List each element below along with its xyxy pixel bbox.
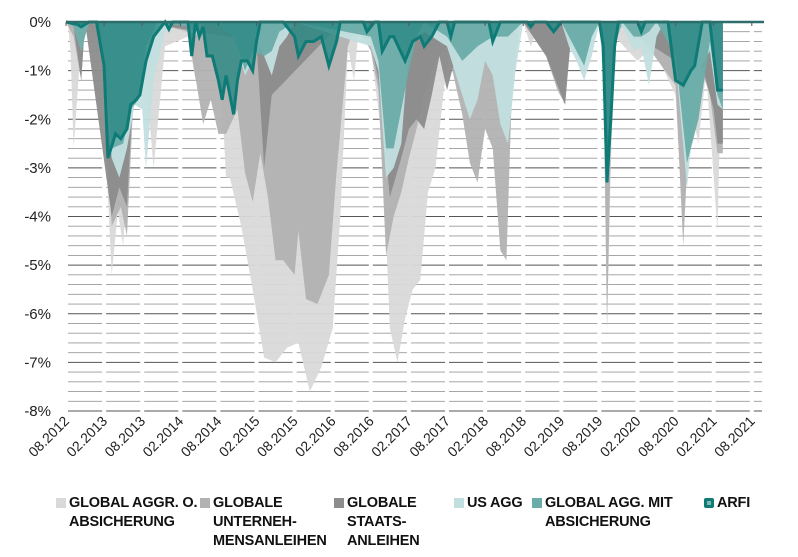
legend-label: US AGG bbox=[467, 495, 523, 511]
x-axis-label: 02.2018 bbox=[444, 413, 491, 460]
y-axis-label: -6% bbox=[24, 306, 51, 323]
legend-item-globale-staatsanleihen: GLOBALE STAATS- ANLEIHEN bbox=[334, 494, 420, 551]
legend-swatch bbox=[334, 498, 344, 508]
y-axis-label: -2% bbox=[24, 111, 51, 128]
x-axis-label: 08.2014 bbox=[177, 413, 224, 460]
x-axis-labels: 08.201202.201308.201302.201408.201402.20… bbox=[25, 413, 758, 460]
legend-label: GLOBAL AGG. MIT ABSICHERUNG bbox=[545, 495, 673, 530]
x-axis-label: 02.2014 bbox=[139, 413, 186, 460]
legend-swatch bbox=[56, 498, 66, 508]
x-axis-label: 02.2020 bbox=[597, 413, 644, 460]
legend-item-global-agg-mit-absicherung: GLOBAL AGG. MIT ABSICHERUNG bbox=[532, 494, 673, 532]
legend-label: ARFI bbox=[717, 495, 751, 511]
legend-swatch-arfi bbox=[704, 498, 714, 508]
x-axis-label: 08.2017 bbox=[406, 413, 453, 460]
legend-swatch bbox=[532, 498, 542, 508]
legend-label: GLOBAL AGGR. O. ABSICHERUNG bbox=[69, 495, 198, 530]
legend-item-arfi: ARFI bbox=[704, 494, 750, 513]
x-axis-label: 08.2015 bbox=[254, 413, 301, 460]
legend-swatch bbox=[454, 498, 464, 508]
x-axis-label: 08.2013 bbox=[101, 413, 148, 460]
legend-item-globale-unternehmensanleihen: GLOBALE UNTERNEH- MENSANLEIHEN bbox=[200, 494, 327, 551]
legend: GLOBAL AGGR. O. ABSICHERUNG GLOBALE UNTE… bbox=[0, 494, 798, 554]
x-axis-label: 08.2021 bbox=[711, 413, 758, 460]
legend-item-us-agg: US AGG bbox=[454, 494, 523, 513]
x-axis-label: 08.2018 bbox=[482, 413, 529, 460]
x-axis-label: 08.2016 bbox=[330, 413, 377, 460]
drawdown-chart: 0% -1% -2% -3% -4% -5% -6% -7% -8% 08.201202.201… bbox=[24, 14, 764, 460]
series-areas bbox=[65, 19, 723, 392]
x-axis-label: 02.2015 bbox=[216, 413, 263, 460]
y-axis-label: -3% bbox=[24, 160, 51, 177]
x-axis-label: 02.2021 bbox=[673, 413, 720, 460]
legend-item-global-aggr-o-absicherung: GLOBAL AGGR. O. ABSICHERUNG bbox=[56, 494, 198, 532]
legend-label: GLOBALE UNTERNEH- MENSANLEIHEN bbox=[213, 495, 327, 549]
zero-baseline bbox=[65, 20, 764, 26]
x-axis-label: 02.2017 bbox=[368, 413, 415, 460]
y-axis-label: -5% bbox=[24, 257, 51, 274]
legend-swatch bbox=[200, 498, 210, 508]
series-area bbox=[66, 22, 723, 173]
y-axis-label: -7% bbox=[24, 354, 51, 371]
x-axis-label: 08.2019 bbox=[558, 413, 605, 460]
y-axis-label: -1% bbox=[24, 63, 51, 80]
y-axis-label: -8% bbox=[24, 403, 51, 420]
legend-label: GLOBALE STAATS- ANLEIHEN bbox=[347, 495, 420, 549]
y-axis-label: 0% bbox=[29, 14, 51, 31]
x-axis-label: 02.2019 bbox=[520, 413, 567, 460]
y-axis-labels: 0% -1% -2% -3% -4% -5% -6% -7% -8% bbox=[24, 14, 51, 420]
y-axis-label: -4% bbox=[24, 209, 51, 226]
x-axis-label: 02.2013 bbox=[63, 413, 110, 460]
x-axis-label: 02.2016 bbox=[292, 413, 339, 460]
series-line-arfi bbox=[65, 19, 723, 183]
x-axis-label: 08.2020 bbox=[635, 413, 682, 460]
